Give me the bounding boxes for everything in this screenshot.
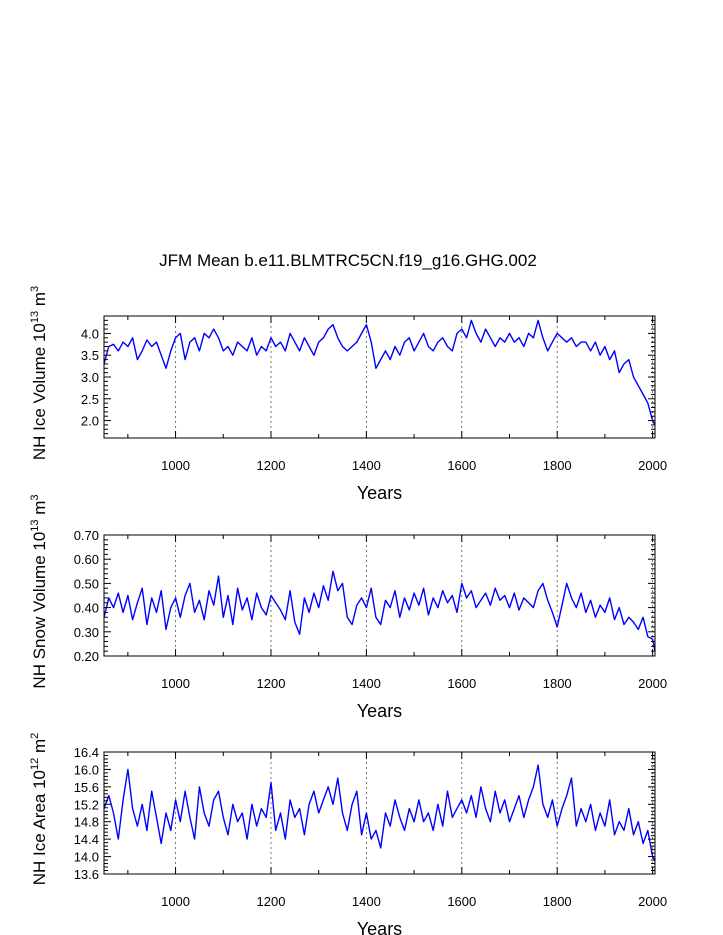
x-tick-label: 1800 [543,676,572,691]
x-axis-label: Years [357,483,402,503]
y-tick-label: 0.20 [74,649,99,664]
panel-snow-volume: 1000 1200 1400 1600 1800 2000 0.20 0.30 0.40 0.50… [29,494,667,721]
y-tick-label: 0.60 [74,552,99,567]
y-axis-label: NH Ice Volume 1013 m3 [29,286,49,460]
plot-frame [103,751,656,875]
y-tick-label: 14.4 [74,832,99,847]
x-axis-label: Years [357,701,402,721]
chart-title: JFM Mean b.e11.BLMTRC5CN.f19_g16.GHG.002 [159,251,537,270]
y-tick-label: 0.30 [74,625,99,640]
y-tick-label: 15.2 [74,797,99,812]
x-tick-label: 1600 [447,894,476,909]
x-tick-label: 2000 [638,676,667,691]
x-tick-label: 1000 [161,894,190,909]
y-tick-label: 0.70 [74,528,99,543]
y-tick-label: 0.40 [74,601,99,616]
x-tick-label: 1000 [161,458,190,473]
x-tick-label: 1000 [161,676,190,691]
y-tick-label: 14.8 [74,815,99,830]
plot-frame [103,315,656,439]
x-axis-label: Years [357,919,402,935]
y-tick-label: 3.0 [81,370,99,385]
x-tick-label: 1200 [257,458,286,473]
y-tick-label: 16.4 [74,745,99,760]
y-tick-label: 15.6 [74,780,99,795]
x-tick-label: 1400 [352,458,381,473]
y-tick-label: 2.0 [81,414,99,429]
panel-ice-area: 1000 1200 1400 1600 1800 2000 13.6 14.0 14.4 14.8… [29,733,667,935]
x-tick-label: 1800 [543,894,572,909]
panel-ice-volume: 1000 1200 1400 1600 1800 2000 2.0 2.5 3.0 3.5 4.0 Y… [29,286,667,503]
x-tick-label: 1600 [447,676,476,691]
y-tick-label: 14.0 [74,850,99,865]
y-tick-label: 13.6 [74,867,99,882]
y-tick-label: 0.50 [74,576,99,591]
x-tick-label: 1400 [352,676,381,691]
y-tick-label: 16.0 [74,762,99,777]
plot-frame [103,534,656,657]
y-tick-label: 3.5 [81,348,99,363]
y-tick-label: 4.0 [81,326,99,341]
x-tick-label: 1600 [447,458,476,473]
x-tick-label: 2000 [638,458,667,473]
y-tick-label: 2.5 [81,392,99,407]
x-tick-label: 1200 [257,894,286,909]
x-tick-label: 2000 [638,894,667,909]
series-line-ice-volume [103,319,656,426]
y-axis-label: NH Ice Area 1012 m2 [29,733,49,886]
series-line-snow-volume [103,570,656,652]
x-tick-label: 1200 [257,676,286,691]
y-axis-label: NH Snow Volume 1013 m3 [29,494,49,688]
series-line-ice-area [103,764,656,862]
x-tick-label: 1400 [352,894,381,909]
x-tick-label: 1800 [543,458,572,473]
